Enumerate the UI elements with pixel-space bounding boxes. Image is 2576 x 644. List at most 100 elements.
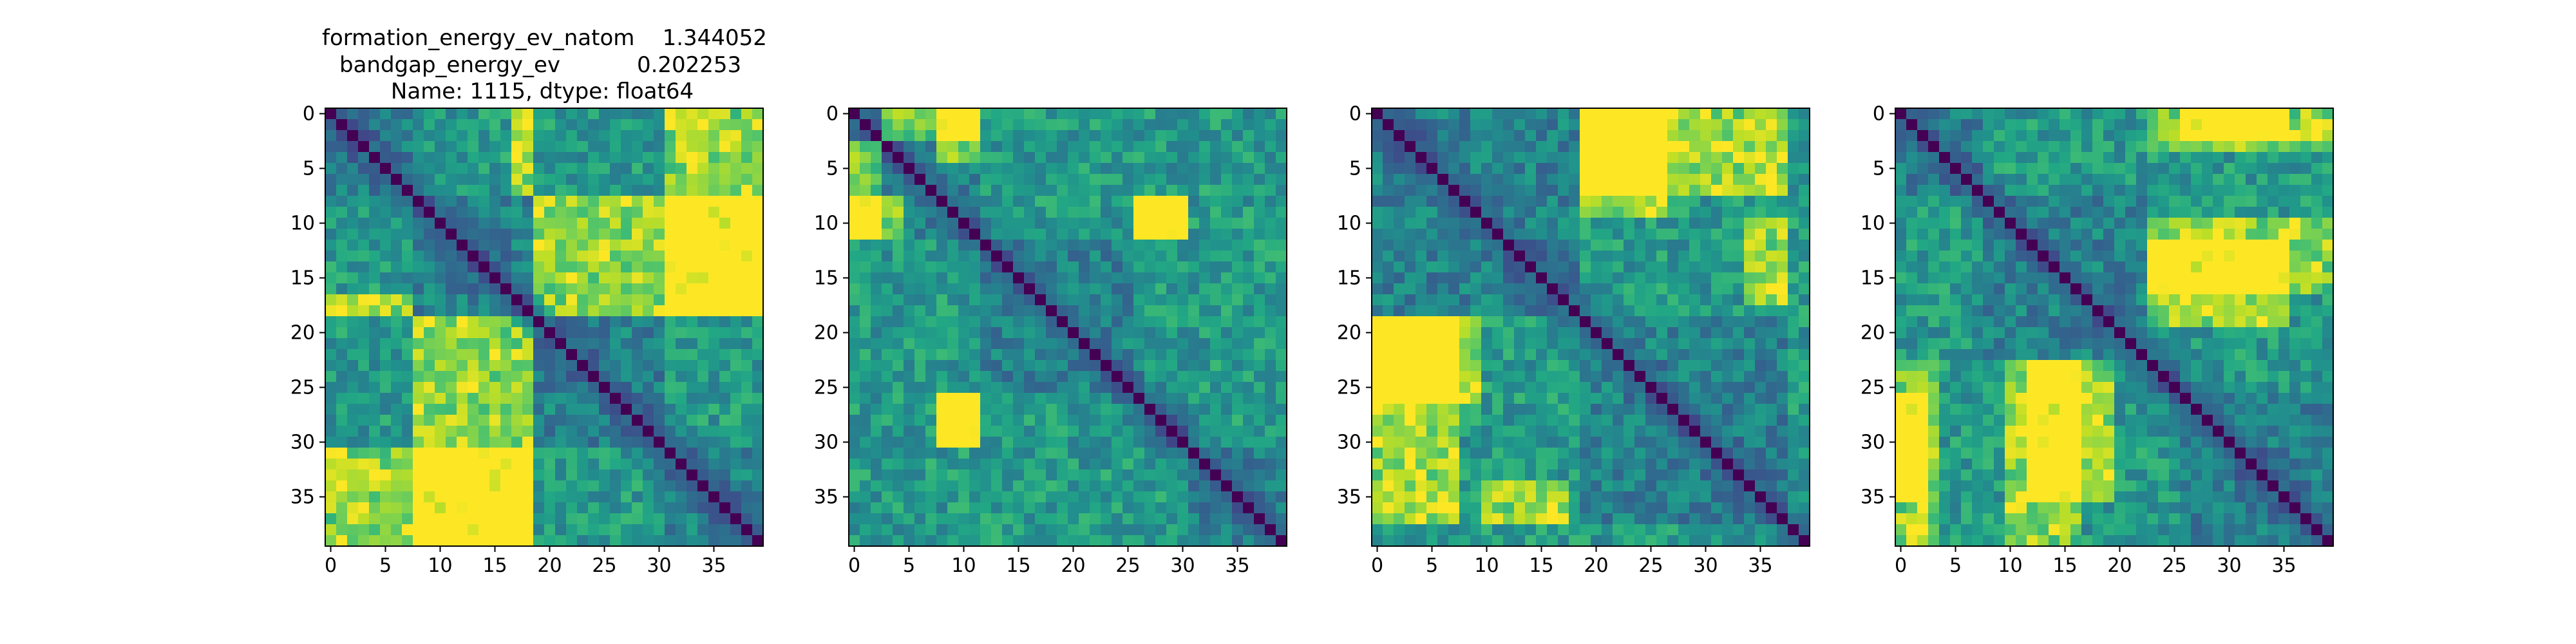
heatmap-cell bbox=[1481, 459, 1493, 470]
heatmap-cell bbox=[1112, 119, 1123, 131]
heatmap-cell bbox=[380, 393, 392, 404]
heatmap-cell bbox=[1645, 218, 1657, 229]
heatmap-cell bbox=[980, 130, 992, 142]
heatmap-cell bbox=[925, 338, 937, 350]
heatmap-cell bbox=[1799, 272, 1810, 284]
heatmap-cell bbox=[413, 174, 424, 185]
heatmap-cell bbox=[402, 404, 413, 415]
heatmap-cell bbox=[1722, 316, 1734, 328]
heatmap-cell bbox=[1470, 185, 1482, 196]
heatmap-cell bbox=[1232, 404, 1244, 415]
heatmap-cell bbox=[914, 108, 926, 120]
heatmap-cell bbox=[665, 524, 676, 536]
heatmap-cell bbox=[1383, 513, 1394, 525]
heatmap-cell bbox=[719, 360, 731, 372]
heatmap-cell bbox=[1514, 404, 1526, 415]
heatmap-cell bbox=[1755, 426, 1766, 437]
heatmap-cell bbox=[413, 535, 424, 547]
heatmap-cell bbox=[1122, 524, 1134, 536]
heatmap-cell bbox=[1766, 141, 1777, 153]
heatmap-cell bbox=[991, 404, 1003, 415]
heatmap-cell bbox=[1470, 283, 1482, 295]
heatmap-cell bbox=[1090, 415, 1101, 426]
heatmap-cell bbox=[719, 437, 731, 448]
heatmap-cell bbox=[632, 119, 643, 131]
heatmap-cell bbox=[752, 119, 764, 131]
heatmap-cells bbox=[1372, 108, 1810, 547]
heatmap-cell bbox=[1481, 448, 1493, 459]
heatmap-cell bbox=[752, 141, 764, 153]
heatmap-cell bbox=[1503, 185, 1515, 196]
heatmap-cell bbox=[1591, 229, 1602, 240]
heatmap-cell bbox=[643, 371, 654, 383]
heatmap-cell bbox=[489, 469, 501, 481]
heatmap-cell bbox=[708, 283, 720, 295]
heatmap-cell bbox=[325, 382, 337, 393]
heatmap-cell bbox=[1755, 513, 1766, 525]
heatmap-cell bbox=[500, 283, 512, 295]
heatmap-cell bbox=[1079, 327, 1090, 339]
heatmap-cell bbox=[1580, 426, 1591, 437]
heatmap-cell bbox=[1525, 261, 1537, 273]
heatmap-cell bbox=[1634, 327, 1646, 339]
heatmap-cell bbox=[577, 163, 589, 175]
heatmap-cell bbox=[1613, 294, 1624, 306]
heatmap-cell bbox=[544, 272, 556, 284]
heatmap-cell bbox=[2246, 119, 2257, 131]
heatmap-cell bbox=[621, 218, 632, 229]
heatmap-cell bbox=[654, 371, 665, 383]
heatmap-cell bbox=[1788, 415, 1799, 426]
heatmap-cell bbox=[1024, 448, 1036, 459]
heatmap-cell bbox=[665, 480, 676, 492]
heatmap-cell bbox=[1591, 459, 1602, 470]
heatmap-cell bbox=[610, 513, 621, 525]
heatmap-cell bbox=[1906, 119, 1918, 131]
heatmap-cell bbox=[925, 360, 937, 372]
heatmap-cell bbox=[1144, 513, 1156, 525]
heatmap-cell bbox=[980, 437, 992, 448]
heatmap-cell bbox=[980, 415, 992, 426]
heatmap-cell bbox=[347, 283, 359, 295]
heatmap-cell bbox=[1788, 294, 1799, 306]
heatmap-cell bbox=[1667, 283, 1679, 295]
heatmap-cell bbox=[588, 469, 600, 481]
heatmap-cell bbox=[1470, 535, 1482, 547]
heatmap-cell bbox=[752, 491, 764, 503]
heatmap-cell bbox=[1525, 174, 1537, 185]
heatmap-cell bbox=[1013, 448, 1025, 459]
heatmap-cell bbox=[1144, 272, 1156, 284]
heatmap-cell bbox=[1079, 404, 1090, 415]
heatmap-cell bbox=[1210, 196, 1222, 207]
heatmap-cell bbox=[969, 513, 981, 525]
heatmap-cell bbox=[1470, 404, 1482, 415]
heatmap-cell bbox=[1177, 283, 1189, 295]
heatmap-cell bbox=[1243, 240, 1255, 251]
heatmap-cell bbox=[1013, 491, 1025, 503]
heatmap-cell bbox=[1405, 338, 1416, 350]
heatmap-cell bbox=[676, 240, 687, 251]
heatmap-cell bbox=[1558, 108, 1569, 120]
heatmap-cell bbox=[1383, 448, 1394, 459]
heatmap-cell bbox=[1046, 535, 1057, 547]
heatmap-cell bbox=[1678, 426, 1690, 437]
heatmap-cell bbox=[947, 480, 959, 492]
heatmap-cell bbox=[588, 338, 600, 350]
heatmap-cell bbox=[1057, 469, 1068, 481]
heatmap-cell bbox=[752, 338, 764, 350]
heatmap-cell bbox=[391, 240, 402, 251]
heatmap-cell bbox=[1788, 251, 1799, 262]
heatmap-cell bbox=[1199, 480, 1211, 492]
heatmap-cell bbox=[1112, 108, 1123, 120]
heatmap-cell bbox=[1492, 360, 1504, 372]
heatmap-cell bbox=[500, 185, 512, 196]
heatmap-cell bbox=[533, 371, 545, 383]
heatmap-cell bbox=[1232, 382, 1244, 393]
heatmap-cell bbox=[1459, 229, 1471, 240]
heatmap-cell bbox=[1166, 491, 1178, 503]
heatmap-cell bbox=[1547, 261, 1558, 273]
heatmap-cell bbox=[446, 163, 457, 175]
heatmap-cell bbox=[1221, 459, 1233, 470]
heatmap-cell bbox=[893, 240, 904, 251]
heatmap-cell bbox=[1799, 305, 1810, 317]
heatmap-cell bbox=[893, 316, 904, 328]
